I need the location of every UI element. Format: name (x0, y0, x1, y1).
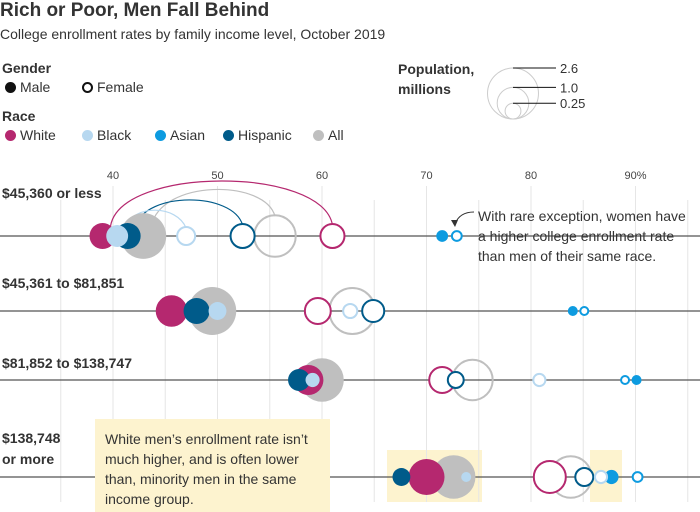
bubble-white-male (155, 295, 188, 327)
arc-white (109, 180, 334, 227)
bubble-asian-female (450, 230, 463, 242)
x-tick-label: 40 (107, 170, 119, 182)
arc-all (150, 188, 276, 227)
bubble-hispanic-female (574, 467, 595, 487)
income-row-label: $81,852 to $138,747 (2, 355, 132, 371)
x-tick-label: 70 (420, 170, 432, 182)
legend-race-black: Black (82, 127, 131, 143)
white-men-annotation: White men’s enrollment rate isn’t much h… (95, 419, 330, 512)
bubble-asian-male (436, 230, 449, 242)
legend-male-label: Male (20, 79, 51, 95)
x-tick-label: 60 (316, 170, 328, 182)
women-annotation-line: than men of their same race. (478, 248, 657, 264)
legend-race-label: White (20, 127, 56, 143)
legend-male: Male (5, 79, 50, 95)
race-dot-icon (82, 129, 93, 141)
bubble-black-female (593, 469, 609, 485)
legend-female-label: Female (97, 79, 144, 95)
bubble-hispanic-male (288, 369, 310, 391)
bubble-asian-male (604, 469, 619, 485)
women-annotation-line: With rare exception, women have (478, 208, 686, 224)
bubble-hispanic-female (229, 222, 256, 250)
legend-race-white: White (5, 127, 56, 143)
bubble-white-male (408, 458, 445, 496)
population-legend-label-2: millions (398, 81, 451, 97)
chart-subtitle: College enrollment rates by family incom… (0, 26, 386, 42)
legend-race-label: Asian (170, 127, 206, 143)
women-annotation: With rare exception, women have a higher… (478, 206, 700, 266)
race-dot-icon (5, 129, 16, 141)
bubble-black-female (342, 302, 359, 320)
bubble-asian-female (620, 375, 631, 385)
legend-race-label: Hispanic (238, 127, 292, 143)
bubble-asian-female (631, 471, 644, 483)
population-size-circle (504, 102, 522, 120)
gender-legend-label: Gender (2, 60, 52, 76)
legend-female: Female (82, 79, 144, 95)
box-annotation-line: White men’s enrollment rate isn’t (105, 431, 308, 447)
bubble-all-female (253, 214, 297, 258)
bubble-white-female (303, 297, 332, 325)
box-annotation-line: income group. (105, 491, 194, 507)
bubble-hispanic-male (392, 468, 411, 486)
bubble-asian-male (631, 375, 642, 385)
race-dot-icon (223, 129, 234, 141)
population-legend-label: Population, (398, 61, 475, 77)
race-dot-icon (155, 129, 166, 141)
bubble-hispanic-female (446, 371, 465, 389)
chart-title: Rich or Poor, Men Fall Behind (0, 0, 270, 21)
bubble-black-male (305, 372, 320, 388)
legend-race-hispanic: Hispanic (223, 127, 292, 143)
legend-race-label: All (328, 127, 344, 143)
annotation-arrow (454, 211, 475, 225)
bubble-all-male (431, 455, 476, 499)
population-size-label: 1.0 (560, 80, 578, 95)
male-dot-icon (5, 81, 16, 93)
bubble-hispanic-male (183, 297, 210, 325)
box-annotation-line: than, minority men in the same (105, 471, 297, 487)
legend-race-label: Black (97, 127, 132, 143)
population-size-label: 2.6 (560, 61, 578, 76)
arrow-head-icon (451, 220, 458, 227)
bubble-black-female (176, 226, 197, 246)
race-dot-icon (313, 129, 324, 141)
bubble-hispanic-female (361, 298, 386, 324)
bubble-black-female (532, 372, 547, 388)
race-legend-label: Race (2, 108, 36, 124)
bubble-asian-male (567, 306, 578, 316)
x-tick-label: 90% (624, 170, 646, 182)
bubble-white-female (319, 222, 346, 250)
x-tick-label: 80 (525, 170, 537, 182)
income-row-label: $45,361 to $81,851 (2, 275, 125, 291)
women-annotation-line: a higher college enrollment rate (478, 228, 675, 244)
bubble-black-male (461, 472, 472, 482)
box-annotation-line: much higher, and is often lower (105, 451, 299, 467)
bubble-white-female (532, 459, 567, 495)
legend-race-all: All (313, 127, 344, 143)
income-row-label: or more (2, 451, 55, 467)
legend-race-asian: Asian (155, 127, 205, 143)
population-size-circle (487, 67, 539, 120)
income-row-label: $45,360 or less (2, 185, 102, 201)
population-size-label: 0.25 (560, 96, 585, 111)
female-ring-icon (82, 81, 93, 93)
income-row-label: $138,748 (2, 430, 61, 446)
bubble-black-male (106, 225, 129, 247)
bubble-asian-female (579, 306, 590, 316)
bubble-black-male (208, 302, 227, 320)
x-tick-label: 50 (211, 170, 223, 182)
